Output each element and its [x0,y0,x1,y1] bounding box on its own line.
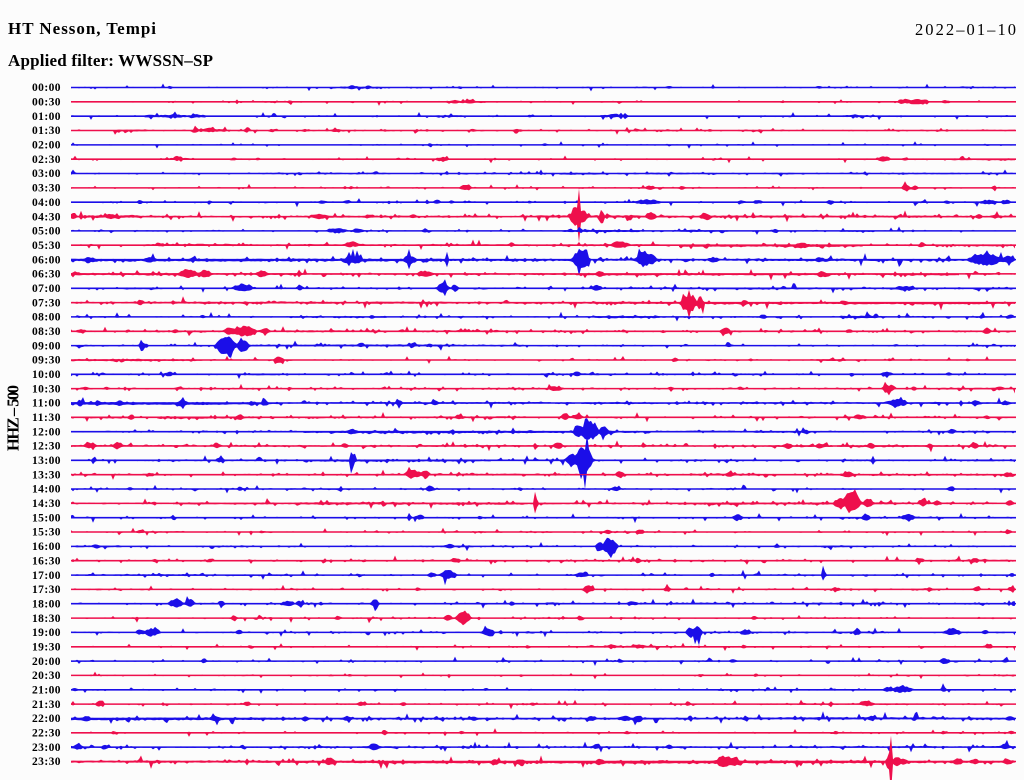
svg-text:20:30: 20:30 [32,670,61,682]
svg-text:06:30: 06:30 [32,269,61,281]
svg-text:03:30: 03:30 [32,183,61,195]
svg-text:23:00: 23:00 [32,742,61,754]
svg-text:08:00: 08:00 [32,312,61,324]
svg-text:17:30: 17:30 [32,584,61,596]
svg-text:09:00: 09:00 [32,340,61,352]
svg-text:02:30: 02:30 [32,154,61,166]
svg-text:16:00: 16:00 [32,541,61,553]
svg-text:04:00: 04:00 [32,197,61,209]
svg-text:12:30: 12:30 [32,441,61,453]
svg-text:12:00: 12:00 [32,426,61,438]
svg-text:22:00: 22:00 [32,713,61,725]
svg-text:10:30: 10:30 [32,383,61,395]
svg-text:19:00: 19:00 [32,627,61,639]
svg-text:07:00: 07:00 [32,283,61,295]
svg-text:17:00: 17:00 [32,570,61,582]
svg-text:02:00: 02:00 [32,140,61,152]
svg-text:18:00: 18:00 [32,598,61,610]
svg-text:Applied filter: WWSSN–SP: Applied filter: WWSSN–SP [8,51,213,70]
svg-text:18:30: 18:30 [32,613,61,625]
svg-text:08:30: 08:30 [32,326,61,338]
svg-text:00:00: 00:00 [32,82,61,94]
svg-text:10:00: 10:00 [32,369,61,381]
svg-text:15:00: 15:00 [32,512,61,524]
svg-text:11:00: 11:00 [32,398,61,410]
svg-text:03:00: 03:00 [32,168,61,180]
svg-text:20:00: 20:00 [32,656,61,668]
svg-text:15:30: 15:30 [32,527,61,539]
svg-text:01:00: 01:00 [32,111,61,123]
svg-text:09:30: 09:30 [32,355,61,367]
svg-text:13:30: 13:30 [32,469,61,481]
svg-text:14:00: 14:00 [32,484,61,496]
svg-text:07:30: 07:30 [32,297,61,309]
svg-text:06:00: 06:00 [32,254,61,266]
svg-text:14:30: 14:30 [32,498,61,510]
svg-text:00:30: 00:30 [32,97,61,109]
svg-text:16:30: 16:30 [32,555,61,567]
svg-text:11:30: 11:30 [32,412,61,424]
svg-text:01:30: 01:30 [32,125,61,137]
svg-text:HT Nesson, Tempi: HT Nesson, Tempi [8,19,156,38]
svg-text:13:00: 13:00 [32,455,61,467]
svg-text:HHZ – 500: HHZ – 500 [4,385,23,451]
svg-text:05:30: 05:30 [32,240,61,252]
svg-text:05:00: 05:00 [32,226,61,238]
svg-text:22:30: 22:30 [32,728,61,740]
svg-text:21:30: 21:30 [32,699,61,711]
svg-text:21:00: 21:00 [32,685,61,697]
svg-text:04:30: 04:30 [32,211,61,223]
svg-text:23:30: 23:30 [32,756,61,768]
svg-text:19:30: 19:30 [32,642,61,654]
